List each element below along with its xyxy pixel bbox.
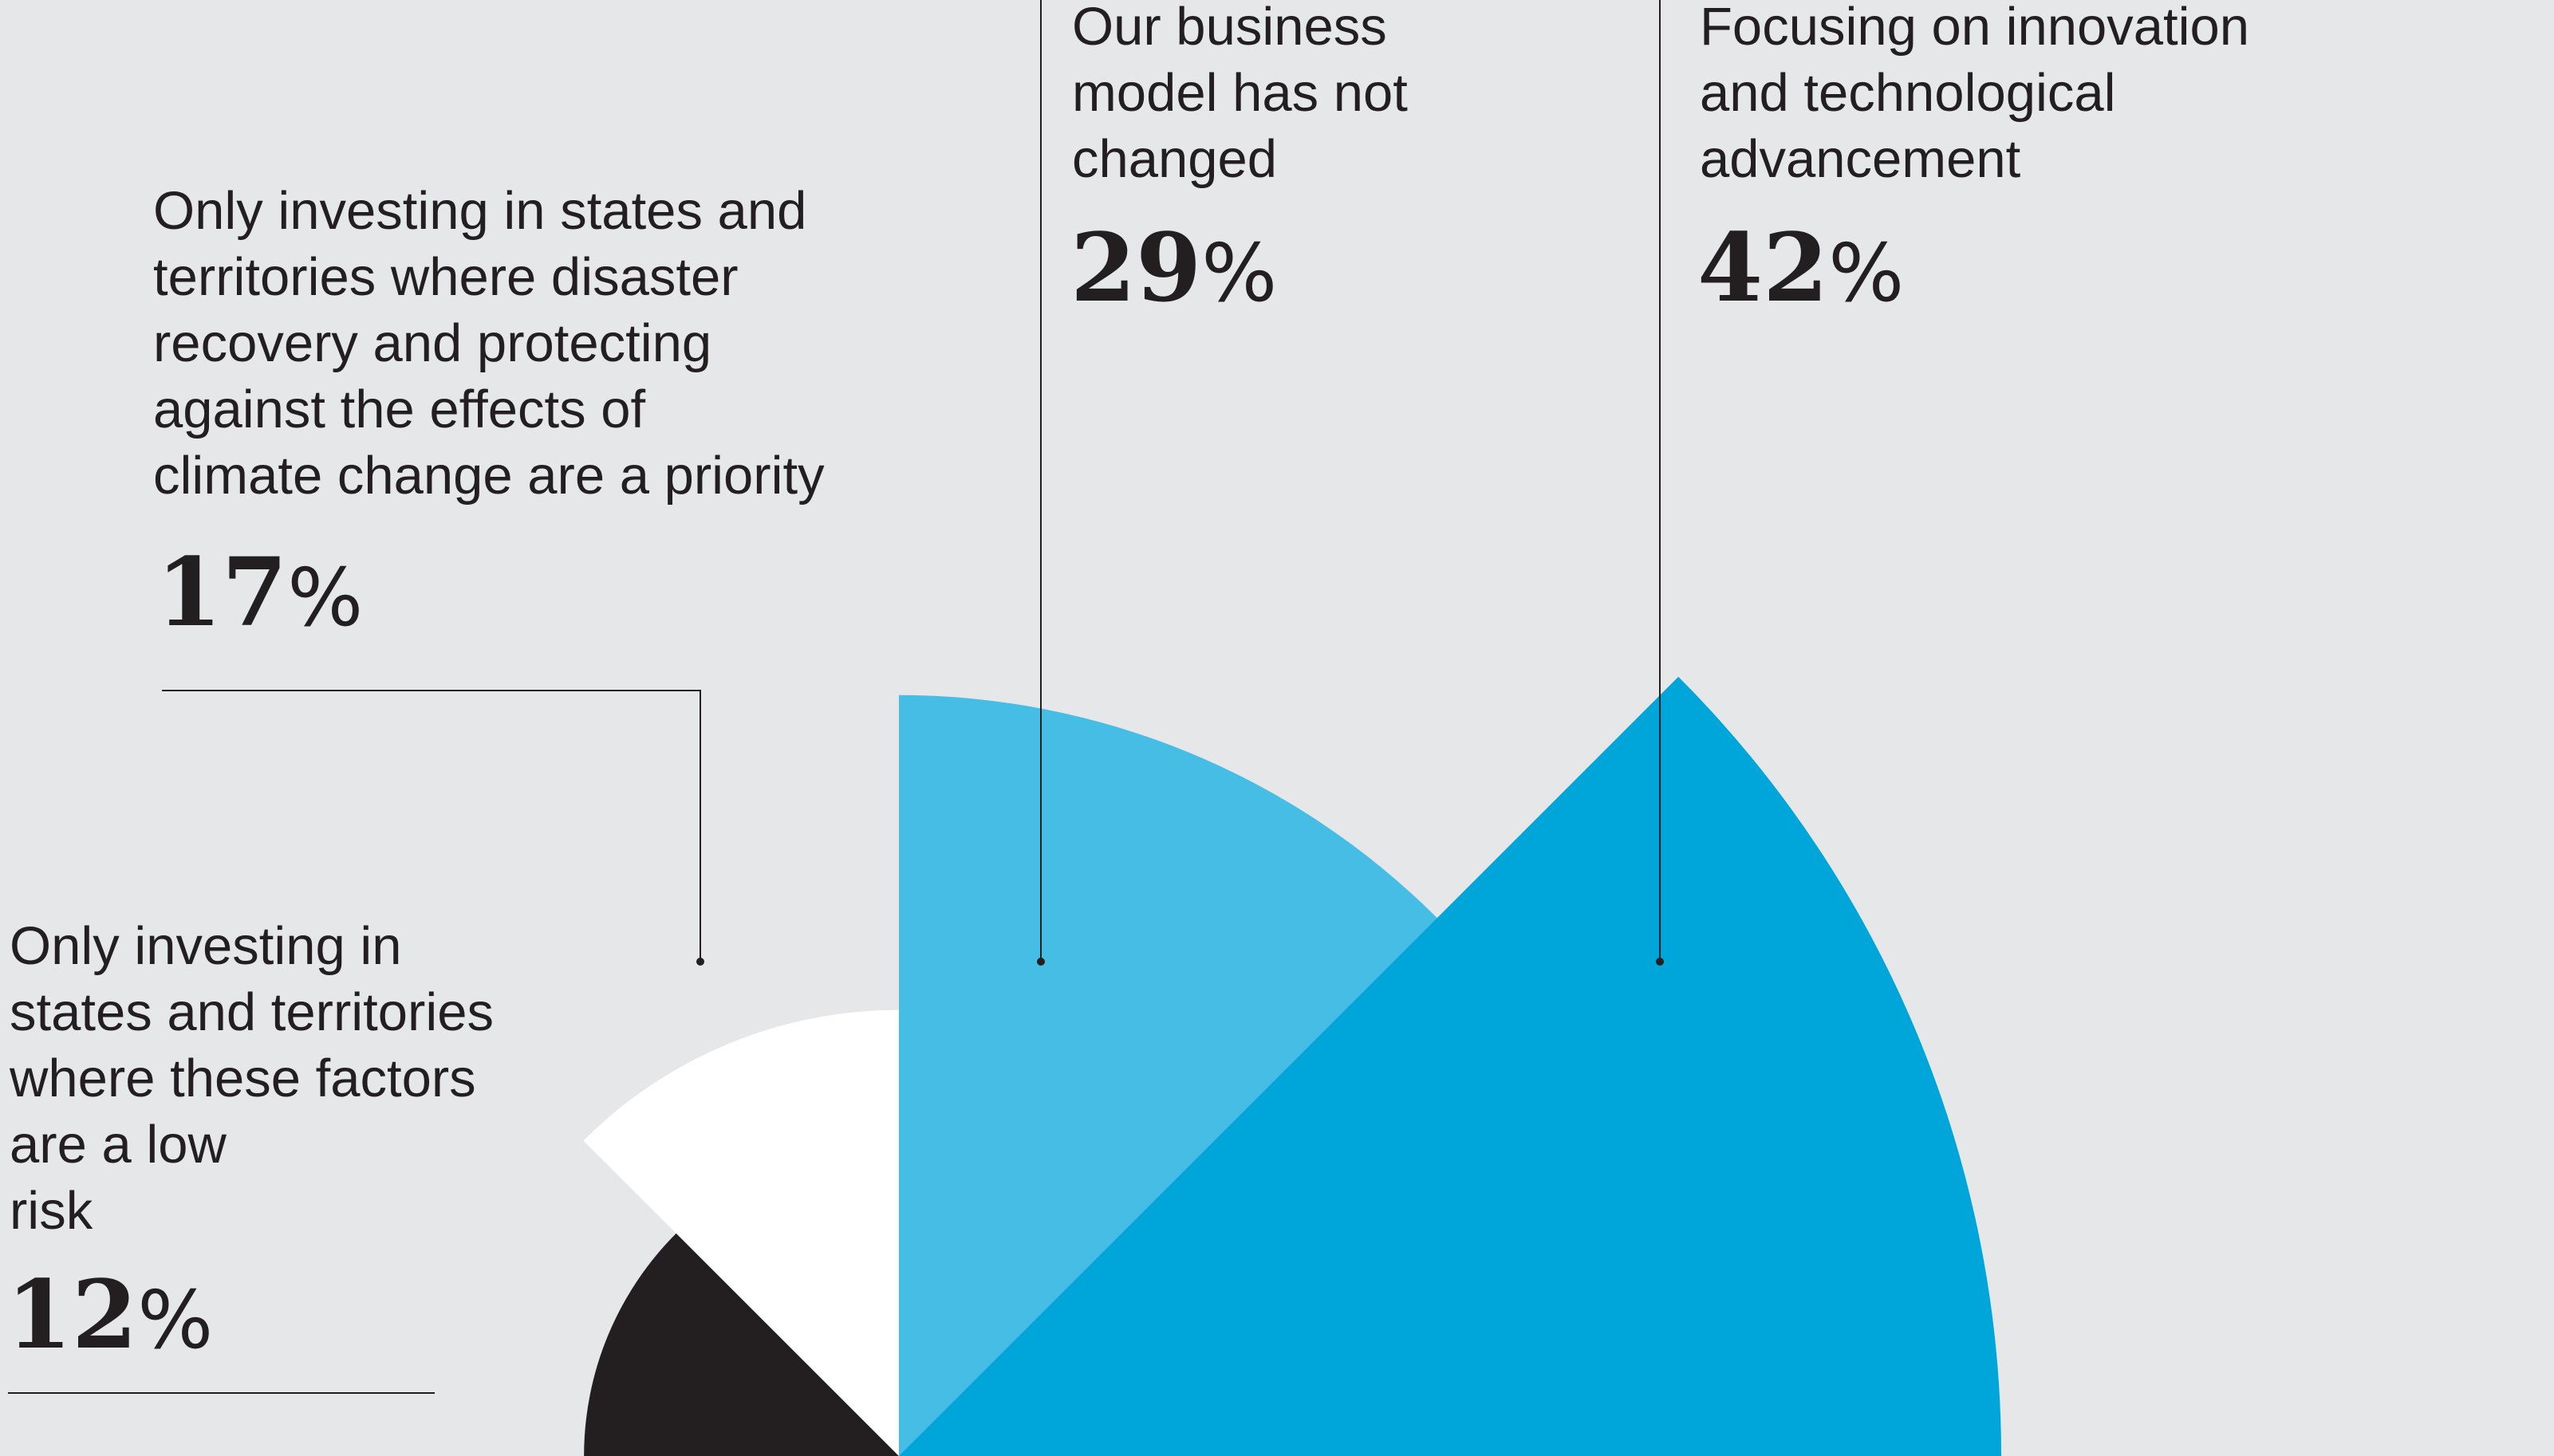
- category-label-line: advancement: [1700, 129, 2021, 189]
- leader-dot-climate-priority: [696, 958, 704, 966]
- category-label-innovation: Focusing on innovation and technological a…: [1700, 0, 2249, 189]
- category-label-line: model has not: [1072, 63, 1408, 123]
- value-label-climate-priority: 17%: [156, 537, 363, 647]
- sector-low-risk: [584, 1233, 899, 1456]
- category-label-line: territories where disaster: [153, 247, 739, 307]
- category-label-line: are a low: [10, 1115, 227, 1175]
- category-label-line: Focusing on innovation: [1700, 0, 2249, 57]
- leader-dot-unchanged: [1037, 958, 1045, 966]
- leader-line-climate-priority: [162, 690, 701, 962]
- sector-innovation: [899, 676, 2001, 1456]
- category-label-line: risk: [10, 1181, 93, 1241]
- leader-dot-innovation: [1656, 958, 1664, 966]
- category-label-line: Our business: [1072, 0, 1387, 57]
- category-label-line: Only investing in states and: [153, 181, 806, 241]
- value-label-low-risk: 12%: [6, 1259, 213, 1370]
- category-label-line: climate change are a priority: [153, 446, 825, 506]
- category-label-line: states and territories: [10, 982, 494, 1042]
- category-label-line: recovery and protecting: [153, 313, 711, 373]
- category-label-low-risk: Only investing in states and territories w…: [9, 916, 494, 1241]
- leader-lines: [8, 0, 1664, 1394]
- value-label-innovation: 42%: [1697, 212, 1904, 323]
- category-label-line: against the effects of: [153, 380, 645, 439]
- category-label-climate-priority: Only investing in states and territories …: [153, 181, 825, 506]
- category-label-unchanged: Our business model has not changed: [1072, 0, 1408, 189]
- value-label-unchanged: 29%: [1070, 212, 1277, 323]
- category-label-line: Only investing in: [10, 916, 402, 976]
- category-label-line: and technological: [1700, 63, 2116, 123]
- category-label-line: where these factors: [9, 1049, 476, 1108]
- category-label-line: changed: [1072, 129, 1277, 189]
- sector-climate-priority: [583, 1009, 899, 1456]
- chart-sectors: [583, 676, 2001, 1456]
